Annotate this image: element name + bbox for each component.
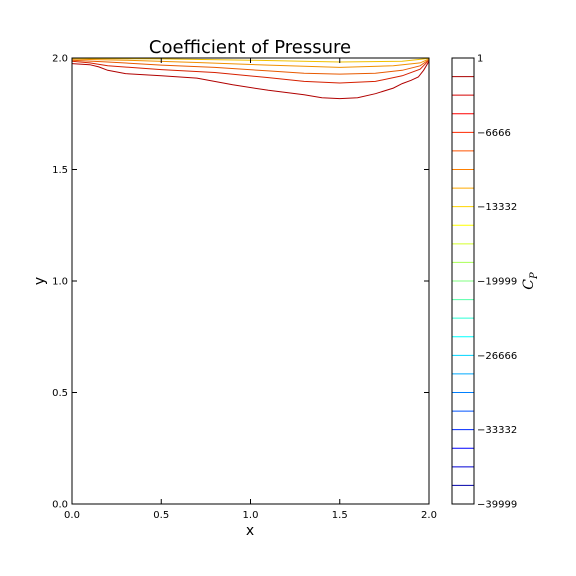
contour-line-0 [71, 61, 430, 100]
colorbar-frame [451, 57, 475, 505]
plot-frame [72, 58, 429, 504]
contour-line-3 [71, 58, 430, 68]
colorbar-tick-label-3: −19999 [477, 277, 517, 288]
y-axis: 0.0 0.5 1.0 1.5 2.0 [52, 54, 429, 511]
contour-line-2 [71, 59, 430, 75]
y-tick-label-3: 1.5 [52, 165, 68, 176]
colorbar-tick-label-5: −33332 [477, 425, 517, 436]
contour-layer [71, 57, 430, 100]
y-tick-label-4: 2.0 [52, 54, 68, 65]
x-axis: 0.0 0.5 1.0 1.5 2.0 [64, 58, 437, 521]
plot-area [71, 57, 430, 505]
y-tick-label-2: 1.0 [52, 277, 68, 288]
colorbar: 1 −6666 −13332 −19999 −26666 −33332 −39999 CP [451, 54, 540, 511]
colorbar-lines [452, 76, 474, 486]
contour-line-1 [71, 59, 430, 84]
chart-title: Coefficient of Pressure [149, 37, 351, 58]
x-tick-label-4: 2.0 [421, 510, 437, 521]
y-axis-label: y [32, 277, 48, 285]
colorbar-tick-label-0: 1 [477, 54, 483, 65]
colorbar-label-main: C [521, 279, 537, 290]
colorbar-label-subscript: P [529, 272, 540, 280]
x-tick-label-0: 0.0 [64, 510, 80, 521]
colorbar-label: CP [521, 272, 540, 290]
colorbar-tick-label-6: −39999 [477, 500, 517, 511]
colorbar-ticks: 1 −6666 −13332 −19999 −26666 −33332 −39999 [477, 54, 517, 511]
y-tick-label-0: 0.0 [52, 500, 68, 511]
x-axis-label: x [246, 523, 254, 539]
x-tick-label-1: 0.5 [153, 510, 169, 521]
x-tick-label-3: 1.5 [332, 510, 348, 521]
colorbar-tick-label-1: −6666 [477, 128, 511, 139]
y-tick-label-1: 0.5 [52, 388, 68, 399]
x-tick-label-2: 1.0 [243, 510, 259, 521]
colorbar-tick-label-2: −13332 [477, 202, 517, 213]
colorbar-tick-label-4: −26666 [477, 351, 517, 362]
contour-line-4 [71, 57, 430, 63]
